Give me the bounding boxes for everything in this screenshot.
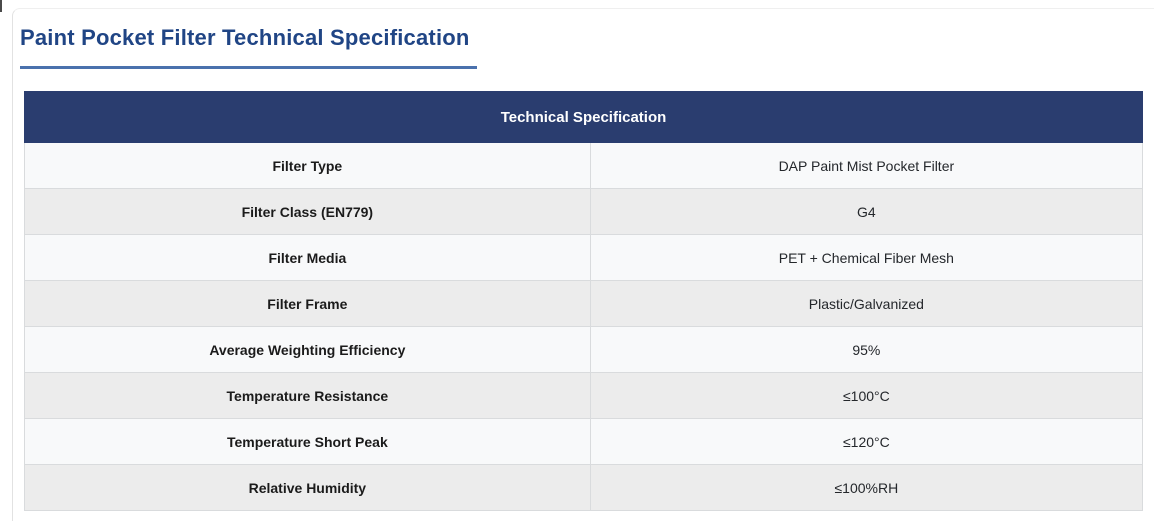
screen-edge-artifact <box>0 0 2 12</box>
spec-label-cell: Temperature Short Peak <box>24 418 591 465</box>
spec-value-cell: ≤100°C <box>589 372 1144 419</box>
spec-value-cell: Plastic/Galvanized <box>589 280 1144 327</box>
spec-row: Filter Class (EN779) G4 <box>24 188 1144 235</box>
spec-row: Filter Frame Plastic/Galvanized <box>24 280 1144 327</box>
page-title: Paint Pocket Filter Technical Specificat… <box>20 25 470 50</box>
title-underline <box>20 66 477 69</box>
spec-label-cell: Filter Class (EN779) <box>24 188 591 235</box>
spec-label-cell: Temperature Resistance <box>24 372 591 419</box>
spec-label-cell: Filter Frame <box>24 280 591 327</box>
spec-value-cell: PET + Chemical Fiber Mesh <box>589 234 1144 281</box>
technical-specification-table: Technical Specification Filter Type DAP … <box>24 91 1144 511</box>
spec-row: Temperature Resistance ≤100°C <box>24 372 1144 419</box>
table-header-row: Technical Specification <box>24 91 1143 143</box>
spec-row: Relative Humidity ≤100%RH <box>24 464 1144 511</box>
spec-label-cell: Relative Humidity <box>24 464 591 511</box>
spec-label-cell: Filter Type <box>24 142 591 189</box>
spec-value-cell: 95% <box>589 326 1144 373</box>
spec-value-cell: ≤100%RH <box>589 464 1144 511</box>
spec-label-cell: Filter Media <box>24 234 591 281</box>
spec-label-cell: Average Weighting Efficiency <box>24 326 591 373</box>
table-body: Filter Type DAP Paint Mist Pocket Filter… <box>24 142 1144 511</box>
spec-row: Average Weighting Efficiency 95% <box>24 326 1144 373</box>
spec-value-cell: DAP Paint Mist Pocket Filter <box>589 142 1144 189</box>
spec-row: Filter Media PET + Chemical Fiber Mesh <box>24 234 1144 281</box>
content-card-border <box>12 8 1154 521</box>
table-header-title: Technical Specification <box>24 91 1143 143</box>
spec-row: Filter Type DAP Paint Mist Pocket Filter <box>24 142 1144 189</box>
spec-row: Temperature Short Peak ≤120°C <box>24 418 1144 465</box>
spec-value-cell: ≤120°C <box>589 418 1144 465</box>
spec-value-cell: G4 <box>589 188 1144 235</box>
